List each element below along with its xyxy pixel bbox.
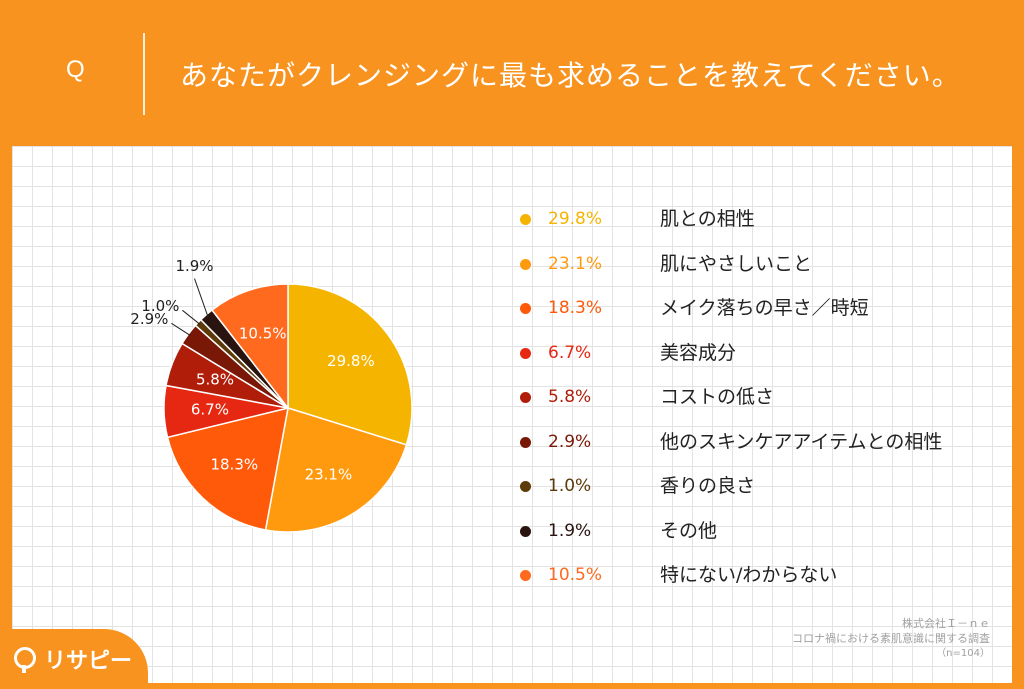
pie-slice-label-1: 29.8% (327, 352, 375, 370)
legend-item: 6.7% 美容成分 (520, 338, 1000, 383)
chart-panel: 29.8% 23.1% 18.3% 6.7% 5.8% 2.9% 1.0% 1.9% 10.5%… (12, 146, 1012, 683)
legend-value: 29.8% (548, 209, 603, 229)
legend-dot-icon (520, 258, 531, 270)
legend-value: 1.0% (548, 476, 592, 496)
legend-label: メイク落ちの早さ／時短 (660, 297, 869, 319)
footer-survey: コロナ禍における素肌意識に関する調査 (792, 632, 990, 645)
legend: 29.8% 肌との相性 23.1% 肌にやさしいこと 18.3% メイク落ちの早さ／時短 6… (520, 204, 1000, 605)
legend-value: 6.7% (548, 342, 592, 363)
legend-item: 2.9% 他のスキンケアアイテムとの相性 (520, 427, 1000, 472)
pie-slice-9 (210, 283, 289, 411)
legend-item: 23.1% 肌にやさしいこと (520, 249, 1000, 294)
pie-slice-3 (166, 406, 289, 531)
legend-value: 23.1% (548, 253, 603, 274)
legend-label: その他 (660, 519, 718, 542)
legend-dot-icon (520, 214, 531, 225)
legend-label: 肌にやさしいこと (660, 252, 813, 275)
pie-slice-label-4: 6.7% (191, 401, 229, 419)
legend-label: コストの低さ (660, 386, 775, 408)
legend-dot-icon (520, 392, 531, 403)
legend-value: 1.9% (548, 520, 592, 541)
legend-value: 2.9% (548, 431, 592, 452)
pie-leader-line-6 (171, 322, 191, 337)
pie-slice-label-2: 23.1% (305, 465, 353, 483)
legend-dot-icon (520, 570, 531, 581)
pie-chart: 29.8% 23.1% 18.3% 6.7% 5.8% 2.9%1.0% 1.9% 10.5% (130, 257, 413, 533)
pin-icon (14, 647, 36, 673)
brand-logo: リサピー (0, 629, 148, 689)
legend-value: 18.3% (548, 298, 603, 318)
legend-item: 18.3% メイク落ちの早さ／時短 (520, 293, 1000, 338)
legend-dot-icon (520, 525, 531, 537)
legend-label: 特にない/わからない (660, 564, 838, 586)
legend-item: 1.9% その他 (520, 516, 1000, 561)
legend-item: 1.0% 香りの良さ (520, 471, 1000, 516)
pie-slice-label-3: 18.3% (210, 455, 258, 473)
legend-item: 29.8% 肌との相性 (520, 204, 1000, 249)
legend-label: 他のスキンケアアイテムとの相性 (660, 430, 943, 453)
pie-slice-label-5: 5.8% (196, 371, 234, 389)
logo-text: リサピー (44, 649, 133, 674)
legend-dot-icon (520, 347, 531, 359)
legend-value: 5.8% (548, 387, 592, 407)
legend-label: 肌との相性 (660, 208, 755, 230)
question-mark: Q (66, 56, 85, 83)
legend-dot-icon (520, 436, 531, 448)
legend-item: 5.8% コストの低さ (520, 382, 1000, 427)
pie-leader-line-8 (194, 278, 209, 317)
pie-slice-1 (287, 283, 413, 446)
pie-slice-label-6: 2.9% (130, 310, 168, 328)
footer-credit: 株式会社Ｉ－ｎｅ コロナ禍における素肌意識に関する調査 （n=104） (792, 616, 990, 661)
pie-slice-label-9: 10.5% (239, 325, 287, 343)
legend-dot-icon (520, 481, 531, 492)
question-title: あなたがクレンジングに最も求めることを教えてください。 (180, 59, 961, 92)
legend-dot-icon (520, 303, 531, 314)
footer-sample-size: （n=104） (936, 648, 990, 659)
legend-label: 香りの良さ (660, 475, 756, 497)
header-divider (143, 33, 145, 115)
pie-slice-2 (264, 407, 408, 533)
pie-leader-line-7 (182, 309, 201, 325)
header: Q あなたがクレンジングに最も求めることを教えてください。 (0, 0, 1024, 146)
pie-slice-label-7: 1.0% (141, 297, 179, 315)
legend-label: 美容成分 (660, 341, 737, 364)
legend-item: 10.5% 特にない/わからない (520, 560, 1000, 605)
pie-slice-label-8: 1.9% (175, 257, 213, 275)
footer-company: 株式会社Ｉ－ｎｅ (902, 617, 990, 630)
legend-value: 10.5% (548, 565, 603, 585)
